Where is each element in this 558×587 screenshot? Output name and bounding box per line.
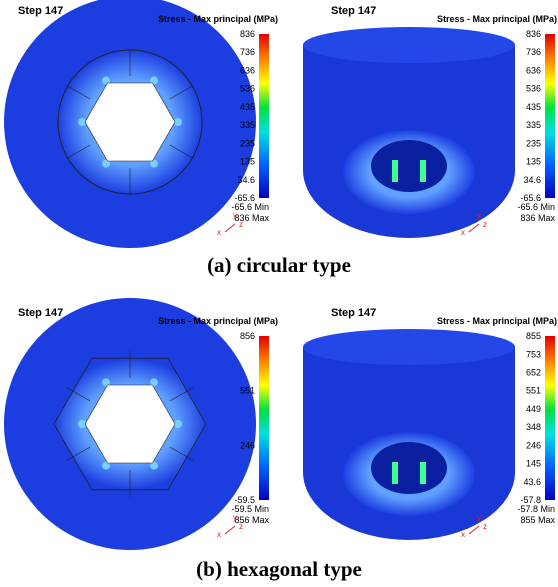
- tick-label: 736: [526, 47, 541, 57]
- tick-label: 246: [240, 440, 255, 450]
- caption: (b) hexagonal type: [196, 557, 362, 581]
- min-label: -65.6 Min: [231, 202, 269, 212]
- axis-label: x: [461, 228, 465, 237]
- max-label: 855 Max: [520, 515, 555, 525]
- min-label: -59.5 Min: [231, 504, 269, 514]
- axis-label: x: [461, 530, 465, 539]
- tick-label: 34.6: [523, 175, 541, 185]
- hot-spot: [420, 462, 426, 484]
- color-bar: [545, 336, 555, 500]
- tick-label: 435: [240, 102, 255, 112]
- color-bar: [259, 34, 269, 198]
- tick-label: 135: [526, 157, 541, 167]
- tick-label: 736: [240, 47, 255, 57]
- axis-label: x: [217, 228, 221, 237]
- tick-label: 335: [526, 120, 541, 130]
- tick-label: 43.6: [523, 477, 541, 487]
- axis-label: z: [483, 220, 487, 229]
- bore: [371, 442, 447, 494]
- tick-label: 536: [240, 84, 255, 94]
- axis-label: z: [483, 522, 487, 531]
- hot-spot: [420, 160, 426, 182]
- axis-label: y: [477, 211, 481, 220]
- tick-label: 435: [526, 102, 541, 112]
- tick-label: 551: [526, 386, 541, 396]
- min-label: -65.6 Min: [517, 202, 555, 212]
- step-label: Step 147: [18, 5, 63, 17]
- axis-triad: [225, 224, 235, 232]
- step-label: Step 147: [331, 5, 376, 17]
- color-bar: [545, 34, 555, 198]
- tick-label: 335: [240, 120, 255, 130]
- axis-triad: [225, 526, 235, 534]
- step-label: Step 147: [331, 307, 376, 319]
- tick-label: 135: [240, 157, 255, 167]
- tick-label: 836: [526, 29, 541, 39]
- max-label: 836 Max: [520, 213, 555, 223]
- tick-label: 235: [240, 138, 255, 148]
- legend-title: Stress - Max principal (MPa): [437, 316, 557, 326]
- tick-label: 636: [240, 65, 255, 75]
- cylinder-top: [303, 329, 515, 365]
- axis-label: y: [477, 513, 481, 522]
- tick-label: 551: [240, 386, 255, 396]
- tick-label: 836: [240, 29, 255, 39]
- hot-spot: [392, 160, 398, 182]
- legend-title: Stress - Max principal (MPa): [158, 316, 278, 326]
- tick-label: 449: [526, 404, 541, 414]
- tick-label: 34.6: [237, 175, 255, 185]
- cylinder-top: [303, 27, 515, 63]
- tick-label: 856: [240, 331, 255, 341]
- caption: (a) circular type: [207, 253, 351, 277]
- legend-title: Stress - Max principal (MPa): [158, 14, 278, 24]
- axis-label: x: [217, 530, 221, 539]
- tick-label: 636: [526, 65, 541, 75]
- tick-label: 652: [526, 367, 541, 377]
- axis-label: y: [233, 211, 237, 220]
- tick-label: 246: [526, 440, 541, 450]
- axis-label: y: [233, 513, 237, 522]
- legend-title: Stress - Max principal (MPa): [437, 14, 557, 24]
- tick-label: 145: [526, 459, 541, 469]
- tick-label: 235: [526, 138, 541, 148]
- tick-label: 753: [526, 349, 541, 359]
- figure: (a) circular type (b) hexagonal type Ste…: [0, 0, 558, 587]
- color-bar: [259, 336, 269, 500]
- step-label: Step 147: [18, 307, 63, 319]
- min-label: -57.8 Min: [517, 504, 555, 514]
- hot-spot: [392, 462, 398, 484]
- tick-label: 536: [526, 84, 541, 94]
- axis-label: z: [239, 522, 243, 531]
- axis-label: z: [239, 220, 243, 229]
- bore: [371, 140, 447, 192]
- tick-label: 855: [526, 331, 541, 341]
- tick-label: 348: [526, 422, 541, 432]
